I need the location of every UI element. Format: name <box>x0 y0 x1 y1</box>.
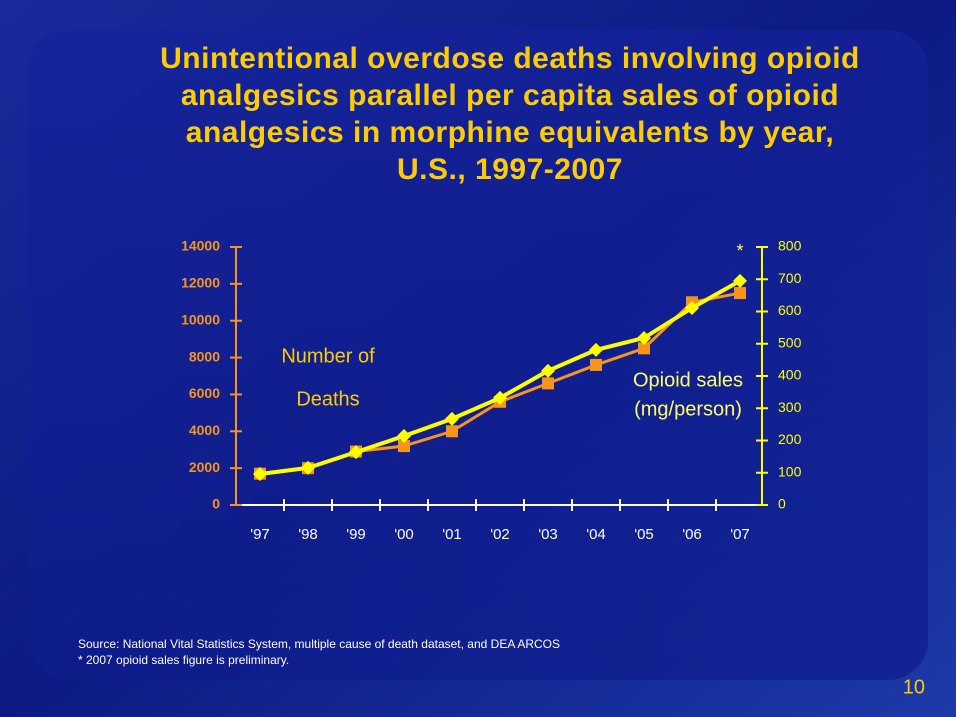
data-point <box>349 445 363 460</box>
y2-tick-label: 100 <box>778 463 802 479</box>
panel <box>28 30 928 680</box>
y2-tick-label: 500 <box>778 334 802 350</box>
page-number: 10 <box>903 676 925 698</box>
y2-tick-label: 400 <box>778 367 802 383</box>
data-point <box>542 377 554 390</box>
x-tick-label: '97 <box>250 526 270 543</box>
x-tick-label: '03 <box>538 526 558 543</box>
data-point <box>685 300 699 315</box>
data-point <box>493 390 507 405</box>
chart-title: Unintentional overdose deaths involving … <box>160 42 860 75</box>
y-tick-label: 6000 <box>189 385 220 401</box>
y-tick-label: 2000 <box>189 459 220 475</box>
x-tick-label: '98 <box>298 526 318 543</box>
y-tick-label: 8000 <box>189 348 220 364</box>
y2-tick-label: 800 <box>778 238 802 254</box>
data-point <box>637 330 651 345</box>
data-point <box>541 363 555 378</box>
y2-tick-label: 700 <box>778 270 802 286</box>
y-tick-label: 12000 <box>181 275 220 291</box>
x-tick-label: '04 <box>586 526 606 543</box>
y2-axis-label: (mg/person) <box>634 398 742 420</box>
data-point <box>398 440 410 453</box>
data-point <box>446 425 458 438</box>
y-tick-label: 0 <box>212 496 220 512</box>
x-tick-label: '00 <box>394 526 414 543</box>
annotation: * <box>736 241 743 261</box>
data-point <box>734 287 746 300</box>
x-tick-label: '07 <box>730 526 750 543</box>
y2-tick-label: 200 <box>778 431 802 447</box>
data-point <box>397 428 411 443</box>
y-axis-label: Number of <box>281 345 375 367</box>
chart-title: analgesics in morphine equivalents by ye… <box>186 116 834 149</box>
source-note: * 2007 opioid sales figure is preliminar… <box>78 653 289 667</box>
y-tick-label: 4000 <box>189 422 220 438</box>
data-point <box>589 342 603 357</box>
y2-tick-label: 600 <box>778 302 802 318</box>
y2-axis-label: Opioid sales <box>633 369 743 391</box>
data-point <box>590 358 602 371</box>
x-tick-label: '99 <box>346 526 366 543</box>
data-point <box>638 342 650 355</box>
chart-title: U.S., 1997-2007 <box>397 153 623 186</box>
data-point <box>301 460 315 475</box>
data-point <box>733 273 747 288</box>
x-tick-label: '06 <box>682 526 702 543</box>
y-axis-label: Deaths <box>296 388 359 410</box>
x-tick-label: '01 <box>442 526 462 543</box>
y2-tick-label: 0 <box>778 496 786 512</box>
chart-title: analgesics parallel per capita sales of … <box>181 79 839 112</box>
x-tick-label: '02 <box>490 526 510 543</box>
source-note: Source: National Vital Statistics System… <box>78 637 560 651</box>
y2-tick-label: 300 <box>778 399 802 415</box>
y-tick-label: 14000 <box>181 238 220 254</box>
y-tick-label: 10000 <box>181 311 220 327</box>
data-point <box>445 411 459 426</box>
data-point <box>253 467 267 482</box>
x-tick-label: '05 <box>634 526 654 543</box>
